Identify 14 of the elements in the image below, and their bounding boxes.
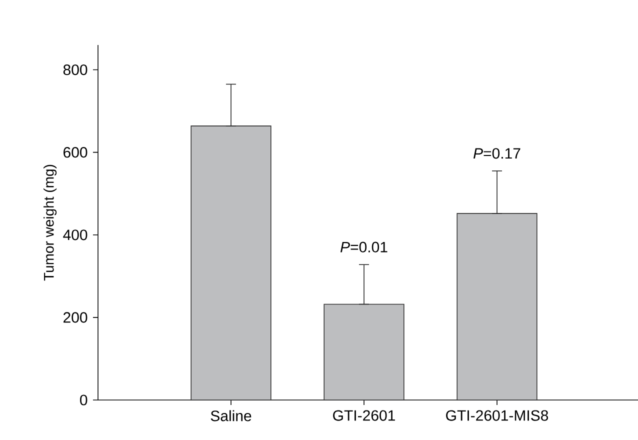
y-tick-label: 400 [63,230,88,240]
x-tick-label: Saline [210,410,252,422]
y-tick-label: 0 [80,394,88,406]
x-tick-label: GTI-2601-MIS8 [446,410,548,421]
x-tick-label: GTI-2601 [333,410,395,421]
bar [190,126,272,400]
annotation: P=0.01 [340,242,388,252]
annotation: P=0.17 [473,148,520,159]
y-tick-label: 800 [63,64,88,76]
bar [324,304,404,400]
y-tick-label: 200 [64,312,88,323]
y-axis-title: Tumor weight (mg) [44,164,57,281]
y-tick-label: 600 [64,147,88,158]
bar [456,213,538,400]
